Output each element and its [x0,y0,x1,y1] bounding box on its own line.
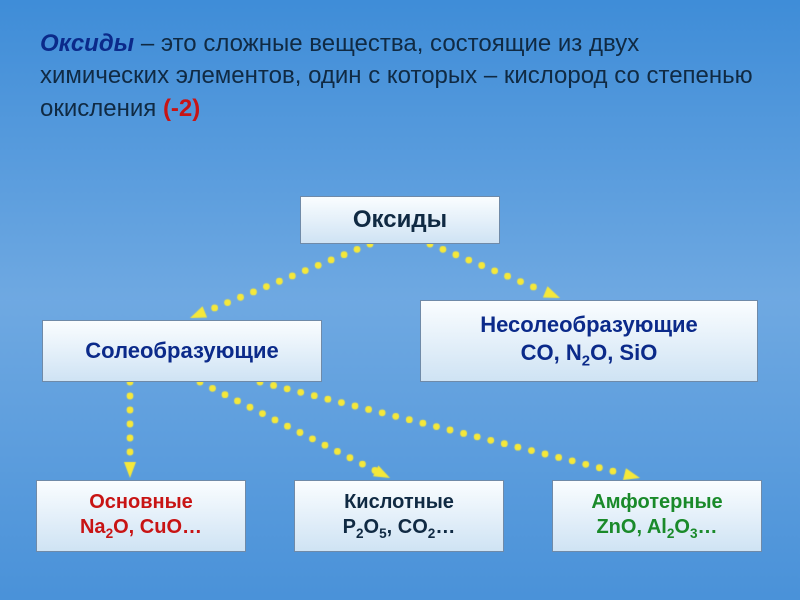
node-label: Солеобразующие [85,338,278,364]
node-label: Оксиды [353,206,447,234]
node-basic: ОсновныеNa2O, CuO… [36,480,246,552]
node-label: Амфотерные [591,490,722,515]
node-label: Несолеобразующие [480,311,698,339]
node-sub: ZnO, Al2O3… [596,515,717,543]
node-sub: P2O5, CO2… [343,515,456,543]
definition-ox: (-2) [163,95,200,122]
definition-text: Оксиды – это сложные вещества, состоящие… [40,28,760,125]
node-non-salt: НесолеобразующиеCO, N2O, SiO [420,300,758,382]
node-sub: Na2O, CuO… [80,515,202,543]
node-label: Основные [89,490,193,515]
node-label: Кислотные [344,490,454,515]
definition-term: Оксиды [40,30,134,57]
node-oxides: Оксиды [300,196,500,244]
node-sub: CO, N2O, SiO [521,339,658,371]
node-acidic: КислотныеP2O5, CO2… [294,480,504,552]
definition-body: – это сложные вещества, состоящие из дву… [40,30,753,122]
node-salt-forming: Солеобразующие [42,320,322,382]
node-amphoteric: АмфотерныеZnO, Al2O3… [552,480,762,552]
